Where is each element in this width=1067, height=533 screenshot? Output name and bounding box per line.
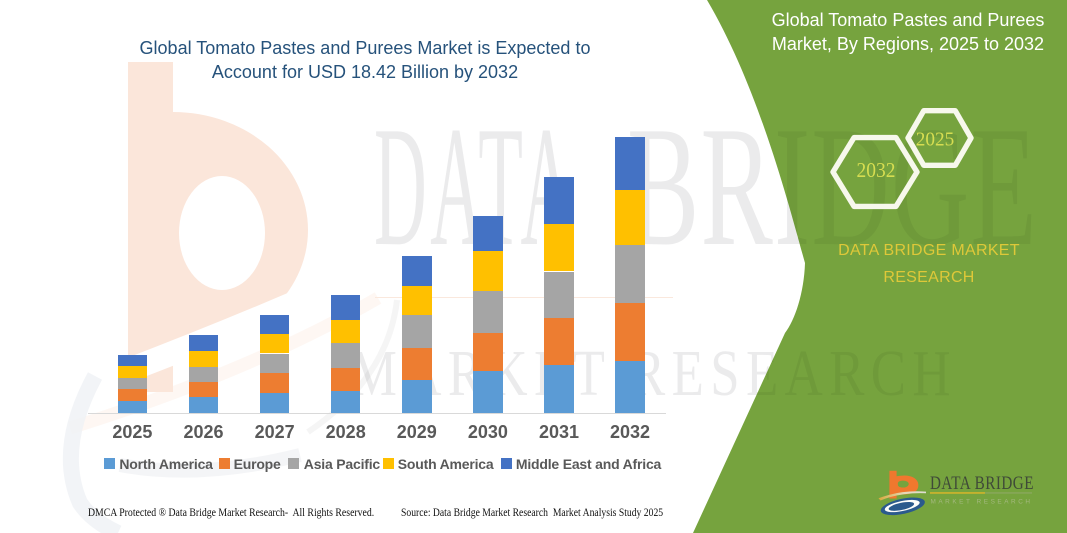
svg-text:MARKET RESEARCH: MARKET RESEARCH — [931, 499, 1033, 506]
svg-text:2025: 2025 — [916, 129, 955, 151]
svg-text:2032: 2032 — [857, 158, 896, 182]
svg-text:DATA BRIDGE: DATA BRIDGE — [930, 473, 1034, 494]
